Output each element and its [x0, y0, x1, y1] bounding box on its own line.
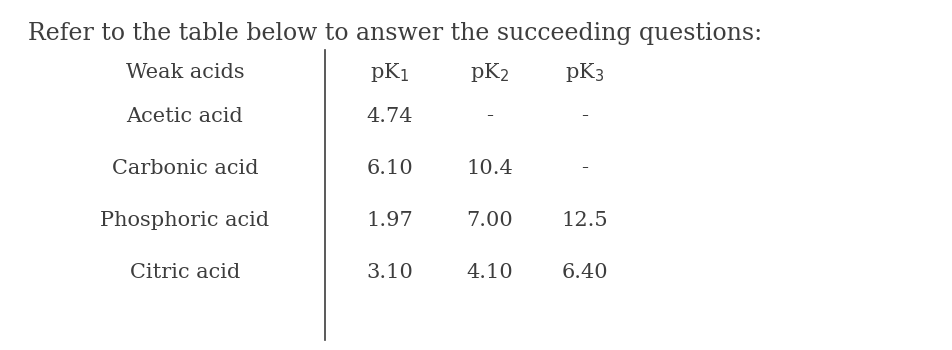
Text: 10.4: 10.4 — [466, 159, 513, 177]
Text: 1.97: 1.97 — [367, 210, 413, 230]
Text: Citric acid: Citric acid — [129, 262, 240, 281]
Text: -: - — [582, 159, 588, 177]
Text: Weak acids: Weak acids — [126, 63, 245, 82]
Text: 3.10: 3.10 — [367, 262, 413, 281]
Text: Refer to the table below to answer the succeeding questions:: Refer to the table below to answer the s… — [28, 22, 763, 45]
Text: pK$_2$: pK$_2$ — [470, 61, 509, 84]
Text: Phosphoric acid: Phosphoric acid — [101, 210, 269, 230]
Text: 6.40: 6.40 — [562, 262, 608, 281]
Text: -: - — [582, 106, 588, 126]
Text: pK$_1$: pK$_1$ — [370, 61, 409, 84]
Text: Acetic acid: Acetic acid — [127, 106, 244, 126]
Text: 7.00: 7.00 — [466, 210, 513, 230]
Text: 4.74: 4.74 — [367, 106, 413, 126]
Text: 6.10: 6.10 — [367, 159, 413, 177]
Text: -: - — [486, 106, 493, 126]
Text: Carbonic acid: Carbonic acid — [111, 159, 258, 177]
Text: 12.5: 12.5 — [562, 210, 608, 230]
Text: pK$_3$: pK$_3$ — [565, 61, 605, 84]
Text: 4.10: 4.10 — [466, 262, 513, 281]
